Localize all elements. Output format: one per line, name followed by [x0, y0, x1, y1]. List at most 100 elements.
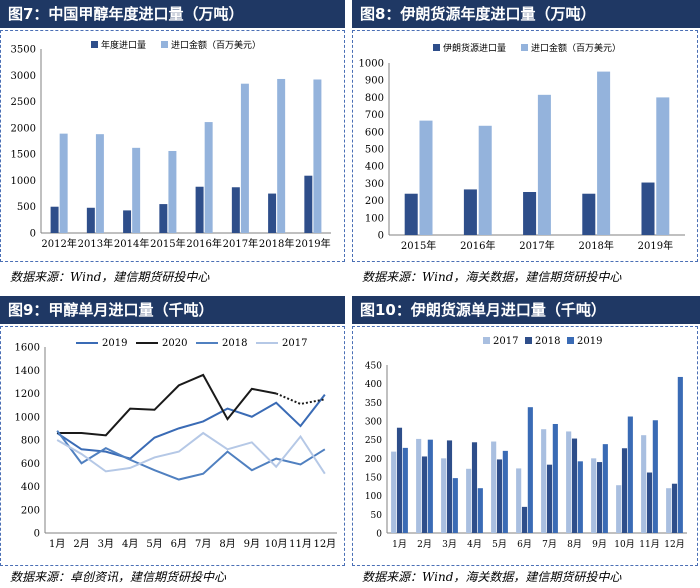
bar — [597, 71, 611, 235]
x-tick-label: 12月 — [313, 538, 336, 550]
y-tick-label: 900 — [365, 76, 384, 87]
y-tick-label: 2000 — [11, 123, 36, 134]
y-tick-label: 500 — [365, 145, 384, 156]
legend-label: 2019 — [577, 336, 602, 347]
y-tick-label: 0 — [34, 529, 40, 540]
y-tick-label: 350 — [365, 399, 382, 409]
x-tick-label: 9月 — [592, 539, 607, 550]
bar — [621, 448, 628, 533]
source-note: 数据来源：卓创资讯，建信期货研投中心 — [10, 570, 227, 584]
x-tick-label: 2019年 — [638, 239, 673, 252]
y-tick-label: 800 — [365, 93, 384, 104]
legend-swatch — [161, 41, 168, 48]
bar — [591, 458, 597, 533]
y-tick-label: 450 — [365, 362, 382, 372]
y-tick-label: 0 — [378, 231, 384, 242]
bar — [416, 438, 422, 533]
x-tick-label: 4月 — [467, 539, 482, 550]
panel-fig8: 图8：伊朗货源年度进口量（万吨） 0 100 200 300 400 500 600 700 8… — [352, 0, 700, 290]
x-tick-label: 2019年 — [295, 237, 330, 250]
bar — [277, 78, 286, 233]
x-tick-label: 2012年 — [41, 237, 76, 250]
y-tick-label: 1000 — [11, 176, 36, 187]
bar — [541, 429, 547, 533]
bar — [86, 207, 95, 233]
bar — [427, 439, 433, 533]
y-tick-label: 200 — [365, 455, 382, 465]
bar — [132, 147, 141, 233]
y-tick-label: 600 — [365, 127, 384, 138]
bar — [641, 182, 655, 235]
bar — [537, 94, 551, 235]
x-tick-label: 2018年 — [578, 239, 613, 252]
bar — [268, 193, 277, 233]
x-tick-label: 2018年 — [259, 237, 294, 250]
bar — [168, 150, 177, 233]
chart-frame: 0 100 200 300 400 500 600 700 800 900 1000 2015年 201… — [352, 30, 698, 262]
bar — [477, 488, 483, 533]
bar — [677, 376, 683, 533]
bar — [50, 206, 59, 233]
y-tick-label: 250 — [365, 436, 382, 446]
panel-fig7: 图7：中国甲醇年度进口量（万吨） 0 500 1000 1500 2000 2500 300… — [0, 0, 345, 290]
y-tick-label: 300 — [365, 179, 384, 190]
legend-label: 进口金额（百万美元） — [171, 39, 261, 51]
x-tick-label: 2月 — [73, 538, 89, 550]
y-tick-label: 2500 — [11, 97, 36, 108]
bar — [652, 420, 658, 533]
y-tick-label: 0 — [376, 530, 382, 540]
y-tick-label: 1200 — [15, 389, 40, 400]
panel-title: 图7：中国甲醇年度进口量（万吨） — [0, 0, 345, 28]
bar — [516, 468, 522, 533]
chart-frame: 0 50 100 150 200 250 300 350 400 450 1月 2月 3月 4月 5月 6月 7… — [352, 326, 698, 566]
x-tick-label: 6月 — [171, 538, 187, 550]
bar — [602, 444, 608, 533]
x-tick-label: 6月 — [517, 539, 532, 550]
y-tick-label: 3500 — [11, 45, 36, 56]
chart-fig8: 0 100 200 300 400 500 600 700 800 900 1000 2015年 201… — [359, 42, 685, 252]
chart-fig10: 0 50 100 150 200 250 300 350 400 450 1月 2月 3月 4月 5月 6月 7… — [365, 336, 687, 550]
y-tick-label: 100 — [365, 492, 382, 502]
y-tick-label: 3000 — [11, 71, 36, 82]
bar — [419, 120, 433, 235]
legend-label: 进口金额（百万美元） — [531, 42, 621, 54]
x-tick-label: 3月 — [98, 538, 114, 550]
bar — [527, 407, 533, 533]
x-tick-label: 1月 — [49, 538, 65, 550]
legend-label: 伊朗货源进口量 — [443, 42, 506, 54]
y-tick-label: 400 — [365, 380, 382, 390]
bar — [396, 427, 403, 533]
bar — [441, 458, 447, 533]
x-tick-label: 2014年 — [114, 237, 149, 250]
bar — [656, 97, 670, 236]
bar — [195, 186, 204, 233]
legend-label: 2018 — [222, 338, 247, 349]
y-tick-label: 800 — [21, 436, 40, 447]
legend-swatch — [567, 337, 574, 344]
chart-frame: 0 500 1000 1500 2000 2500 3000 3500 2012年 2013年 20… — [0, 30, 345, 262]
x-tick-label: 2016年 — [186, 237, 221, 250]
x-tick-label: 5月 — [146, 538, 162, 550]
x-tick-label: 3月 — [442, 539, 457, 550]
y-tick-label: 50 — [371, 511, 383, 521]
bar — [496, 459, 503, 533]
bar — [478, 125, 492, 235]
bar — [452, 478, 458, 533]
legend-swatch — [483, 337, 490, 344]
x-tick-label: 7月 — [195, 538, 211, 550]
x-tick-label: 9月 — [244, 538, 260, 550]
y-tick-label: 200 — [21, 505, 40, 516]
y-tick-label: 0 — [30, 229, 36, 240]
panel-fig9: 图9：甲醇单月进口量（千吨） 0 200 400 600 800 1000 1200 1400… — [0, 296, 345, 588]
legend-label: 2018 — [535, 336, 560, 347]
series-line-forecast — [275, 392, 326, 406]
legend-swatch — [525, 337, 532, 344]
x-tick-label: 4月 — [122, 538, 138, 550]
x-tick-label: 2015年 — [401, 239, 436, 252]
y-tick-label: 1000 — [359, 59, 384, 70]
x-tick-label: 2016年 — [460, 239, 495, 252]
series-line — [56, 394, 326, 460]
bar — [502, 450, 508, 533]
legend-label: 2019 — [102, 338, 127, 349]
